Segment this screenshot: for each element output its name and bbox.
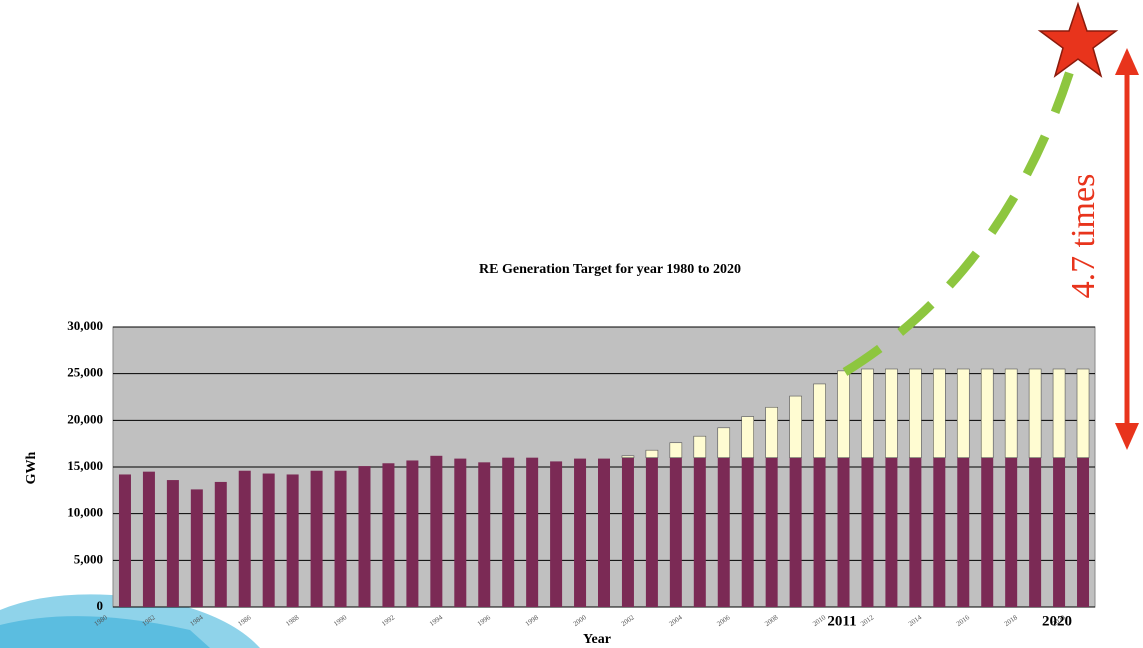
bar	[885, 457, 898, 607]
x-tick-label: 1988	[284, 613, 300, 628]
bar	[909, 368, 922, 458]
target-star	[1037, 1, 1119, 78]
bar	[765, 406, 778, 458]
x-tick-label: 2008	[763, 613, 779, 628]
bar	[717, 457, 730, 607]
bar	[1053, 457, 1066, 607]
bar	[214, 481, 227, 607]
bar	[406, 460, 419, 607]
arrow-head	[1115, 423, 1139, 450]
bar	[813, 457, 826, 607]
x-tick-label: 1992	[380, 613, 396, 628]
x-tick-label: 2018	[1003, 613, 1019, 628]
bar	[1028, 368, 1042, 458]
bar	[526, 457, 539, 607]
bar	[693, 435, 707, 458]
bar	[645, 457, 658, 607]
bar	[765, 457, 778, 607]
bar	[621, 457, 634, 607]
bar	[574, 458, 587, 607]
x-tick-label: 1998	[524, 613, 540, 628]
bar	[310, 470, 323, 607]
bar	[669, 442, 683, 458]
growth-curve	[842, 53, 1080, 376]
annotation: 4.7 times	[1065, 174, 1102, 299]
y-tick-label: 25,000	[67, 365, 103, 380]
x-tick-label: 2016	[955, 613, 971, 628]
bar	[789, 395, 802, 458]
bar	[190, 489, 203, 607]
bar	[693, 457, 706, 607]
bar	[717, 427, 731, 458]
bar	[430, 455, 443, 607]
y-axis-label: GWh	[24, 451, 39, 484]
y-tick-label: 30,000	[67, 318, 103, 333]
bar	[382, 463, 395, 607]
bar	[933, 457, 946, 607]
bar	[118, 474, 131, 607]
bar	[741, 416, 755, 458]
x-tick-label: 1986	[236, 613, 252, 628]
x-tick-label: 1994	[428, 613, 444, 628]
bar	[142, 471, 155, 607]
bar	[981, 457, 994, 607]
y-tick-label: 0	[97, 598, 104, 613]
arrow-head	[1115, 48, 1139, 75]
annotation: 2020	[1042, 613, 1072, 629]
chart-title: RE Generation Target for year 1980 to 20…	[479, 262, 741, 277]
x-tick-label: 2012	[859, 613, 875, 628]
bar	[1004, 368, 1018, 458]
x-tick-label: 2010	[811, 613, 827, 628]
bar	[645, 449, 659, 458]
y-tick-label: 10,000	[67, 505, 103, 520]
y-tick-label: 15,000	[67, 458, 103, 473]
bar	[1029, 457, 1042, 607]
bar	[789, 457, 802, 607]
bar	[262, 473, 275, 607]
bar	[956, 368, 970, 458]
x-tick-label: 1990	[332, 613, 348, 628]
bar	[861, 368, 874, 458]
y-tick-label: 5,000	[74, 551, 103, 566]
bar	[598, 458, 610, 607]
bar	[861, 457, 874, 607]
bar	[454, 458, 467, 607]
bar	[502, 457, 515, 607]
bar	[286, 474, 299, 607]
bar	[1052, 368, 1066, 458]
bar	[550, 461, 563, 607]
plot: 05,00010,00015,00020,00025,00030,0001980…	[67, 318, 1096, 628]
bar	[334, 470, 347, 607]
x-tick-label: 2014	[907, 613, 923, 628]
x-axis-label: Year	[583, 632, 611, 647]
bar	[909, 457, 922, 607]
bar	[669, 457, 682, 607]
bar	[837, 457, 850, 607]
bar	[621, 455, 635, 458]
bar	[166, 480, 179, 607]
bar	[1005, 457, 1018, 607]
bar	[933, 368, 946, 458]
bar	[885, 368, 898, 458]
x-tick-label: 2000	[572, 613, 588, 628]
bar	[1077, 457, 1090, 607]
bar	[358, 466, 371, 607]
bar	[813, 383, 826, 458]
x-tick-label: 2006	[715, 613, 731, 628]
x-tick-label: 2002	[620, 613, 636, 628]
bar	[478, 462, 491, 607]
bar	[1076, 368, 1090, 458]
bar	[957, 457, 970, 607]
bar	[238, 470, 251, 607]
x-tick-label: 1996	[476, 613, 492, 628]
bar	[837, 370, 850, 458]
decoration	[0, 616, 210, 648]
bar	[980, 368, 994, 458]
y-tick-label: 20,000	[67, 411, 103, 426]
annotation: 2011	[827, 613, 856, 629]
x-tick-label: 2004	[668, 613, 684, 628]
bar	[741, 457, 754, 607]
